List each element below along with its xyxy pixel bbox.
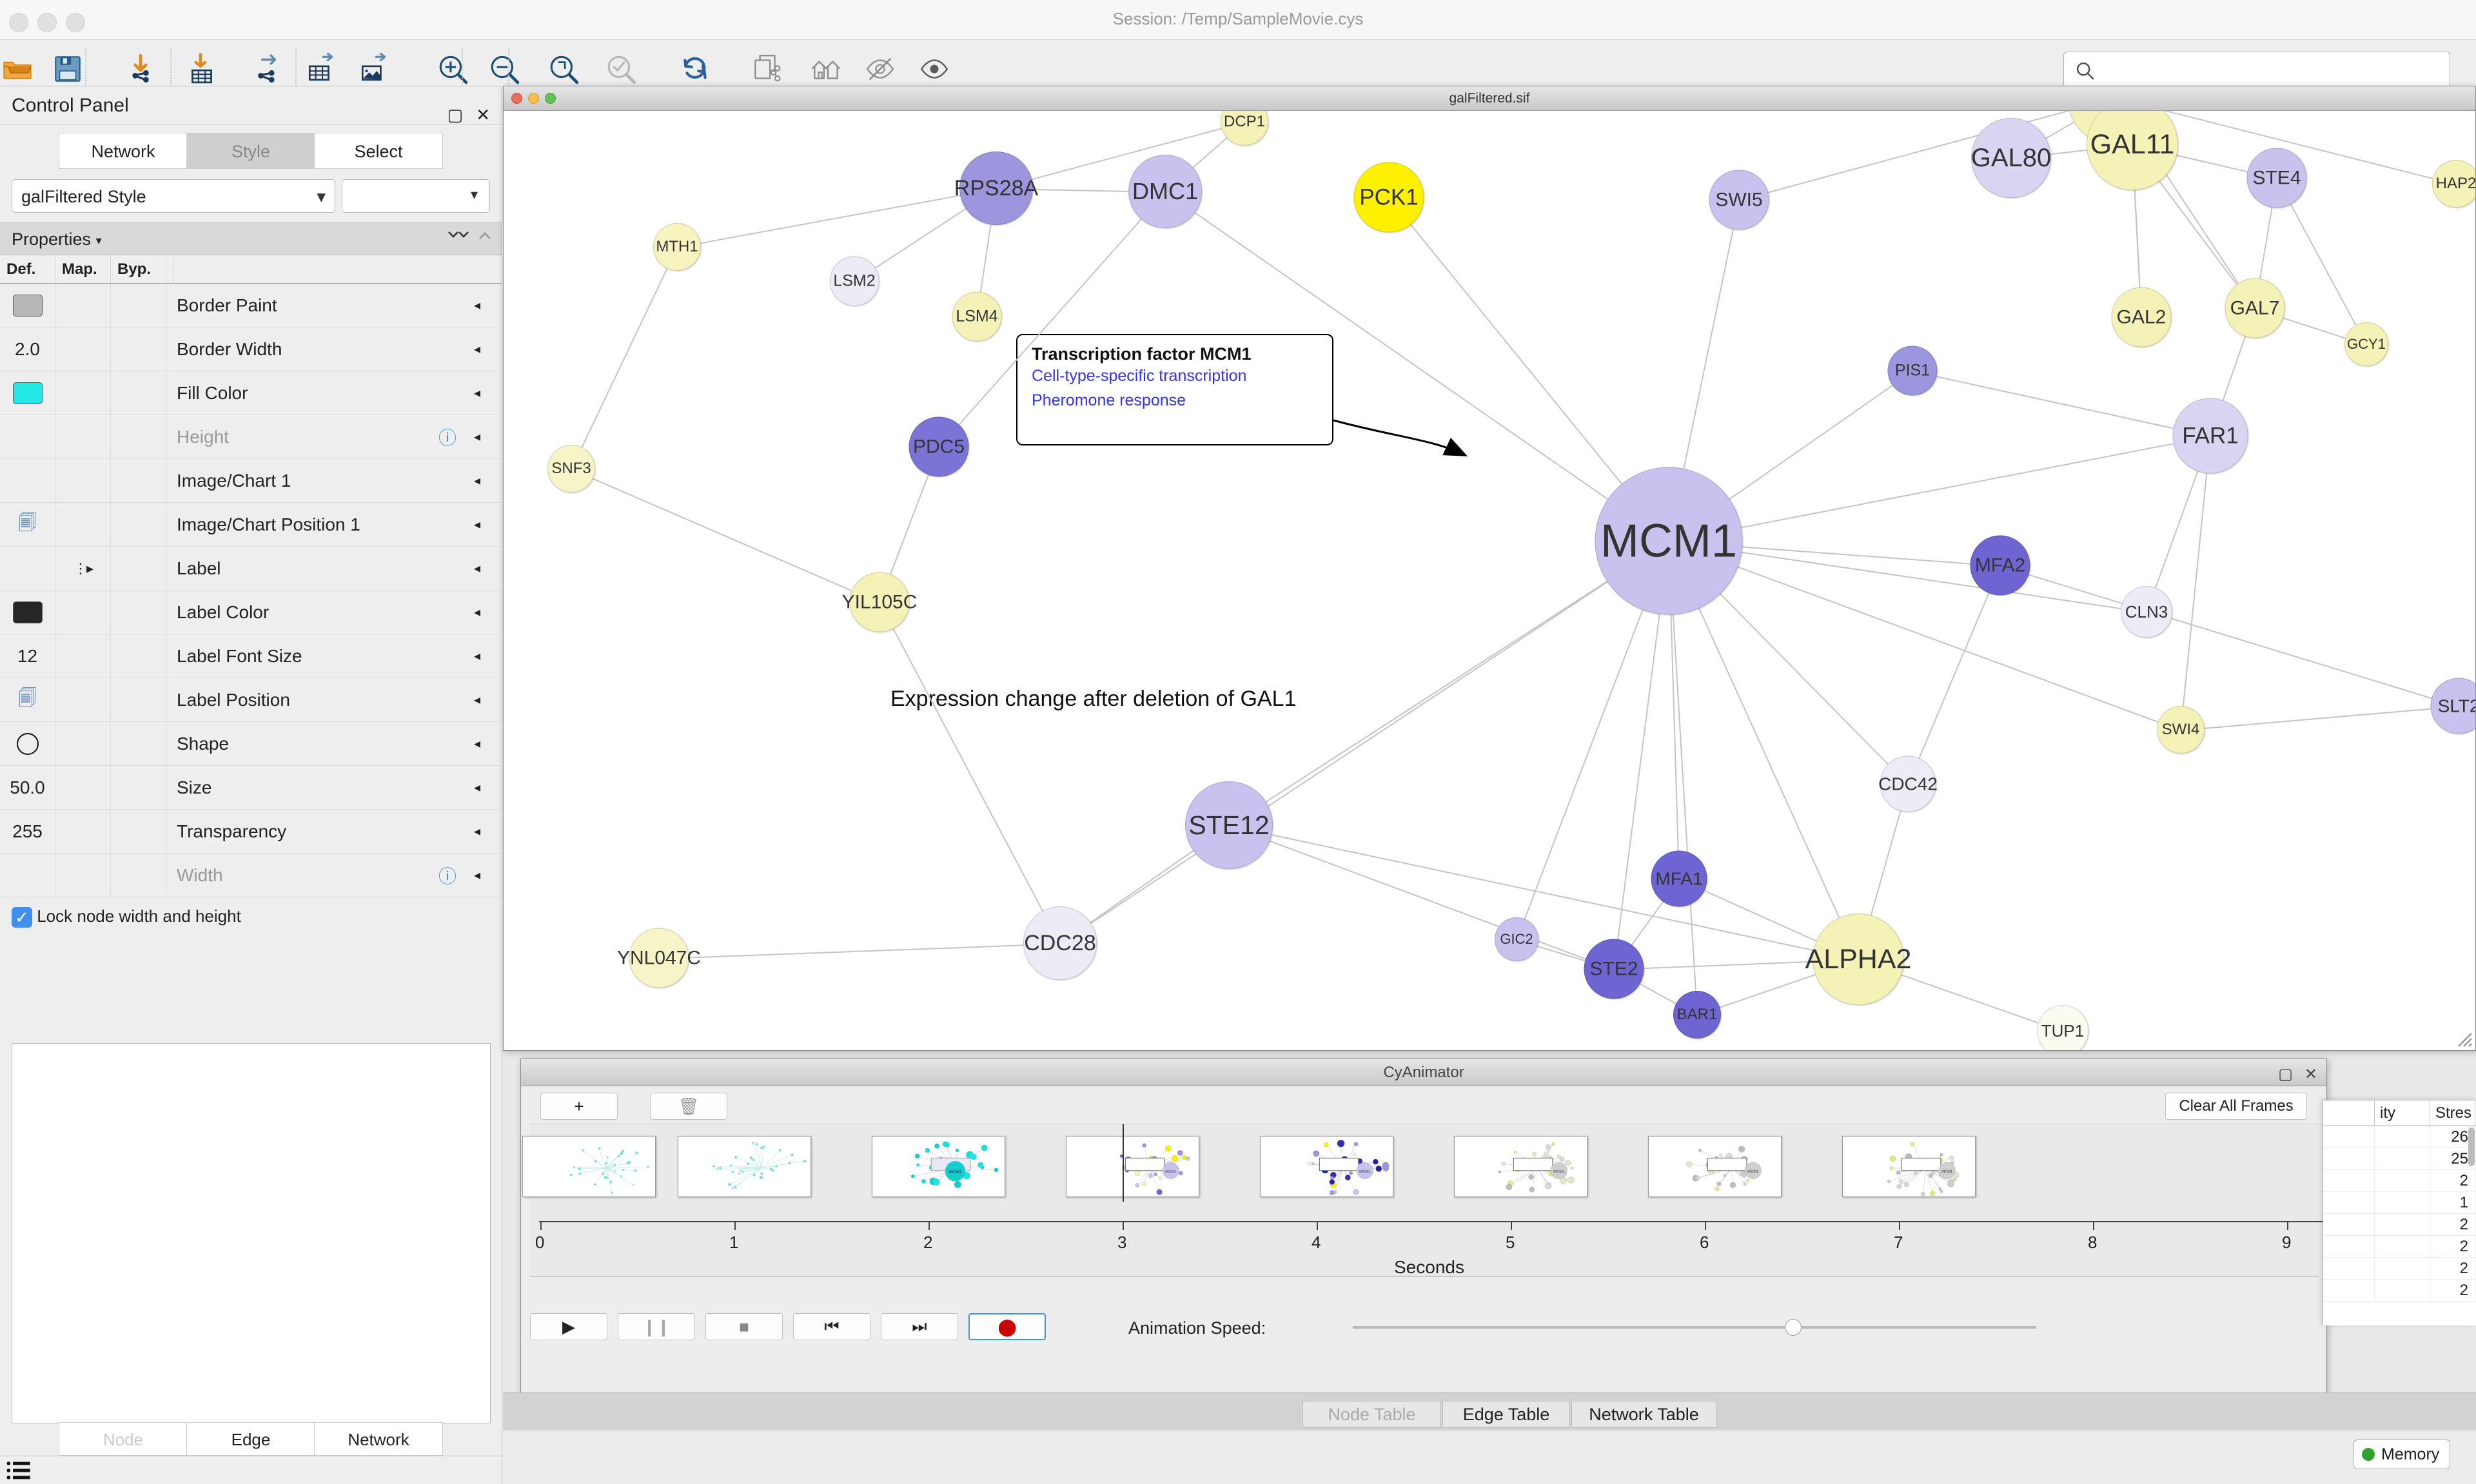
svg-text:MCM1: MCM1	[1941, 1170, 1952, 1174]
svg-text:MCM1: MCM1	[1165, 1170, 1176, 1174]
svg-text:MCM1: MCM1	[1553, 1170, 1564, 1174]
svg-text:MCM1: MCM1	[1747, 1170, 1758, 1174]
svg-text:MCM1: MCM1	[1359, 1170, 1370, 1174]
svg-text:MCM1: MCM1	[948, 1170, 961, 1175]
